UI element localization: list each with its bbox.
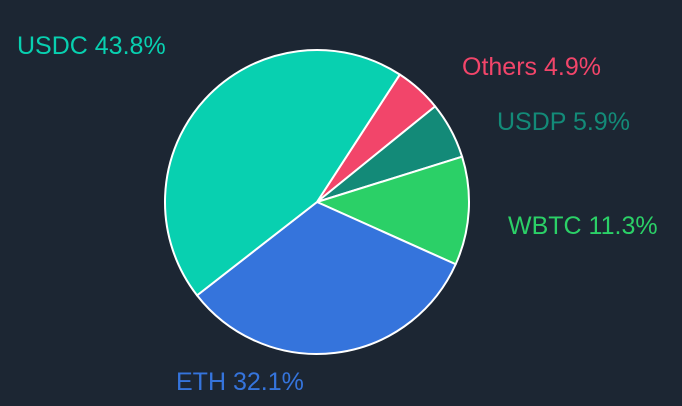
pie-slice-eth: [196, 201, 457, 355]
pie-slice-usdc: [163, 49, 401, 297]
pie-slice-wbtc: [316, 155, 470, 266]
slice-label-others: Others 4.9%: [462, 53, 601, 81]
slice-label-eth: ETH 32.1%: [176, 368, 304, 396]
slice-label-wbtc: WBTC 11.3%: [508, 212, 658, 240]
pie-slices: [163, 49, 470, 355]
slice-label-usdp: USDP 5.9%: [497, 108, 630, 136]
pie-labels: Others 4.9% USDP 5.9% WBTC 11.3% ETH 32.1% U…: [17, 32, 658, 396]
slice-label-usdc: USDC 43.8%: [17, 32, 166, 60]
